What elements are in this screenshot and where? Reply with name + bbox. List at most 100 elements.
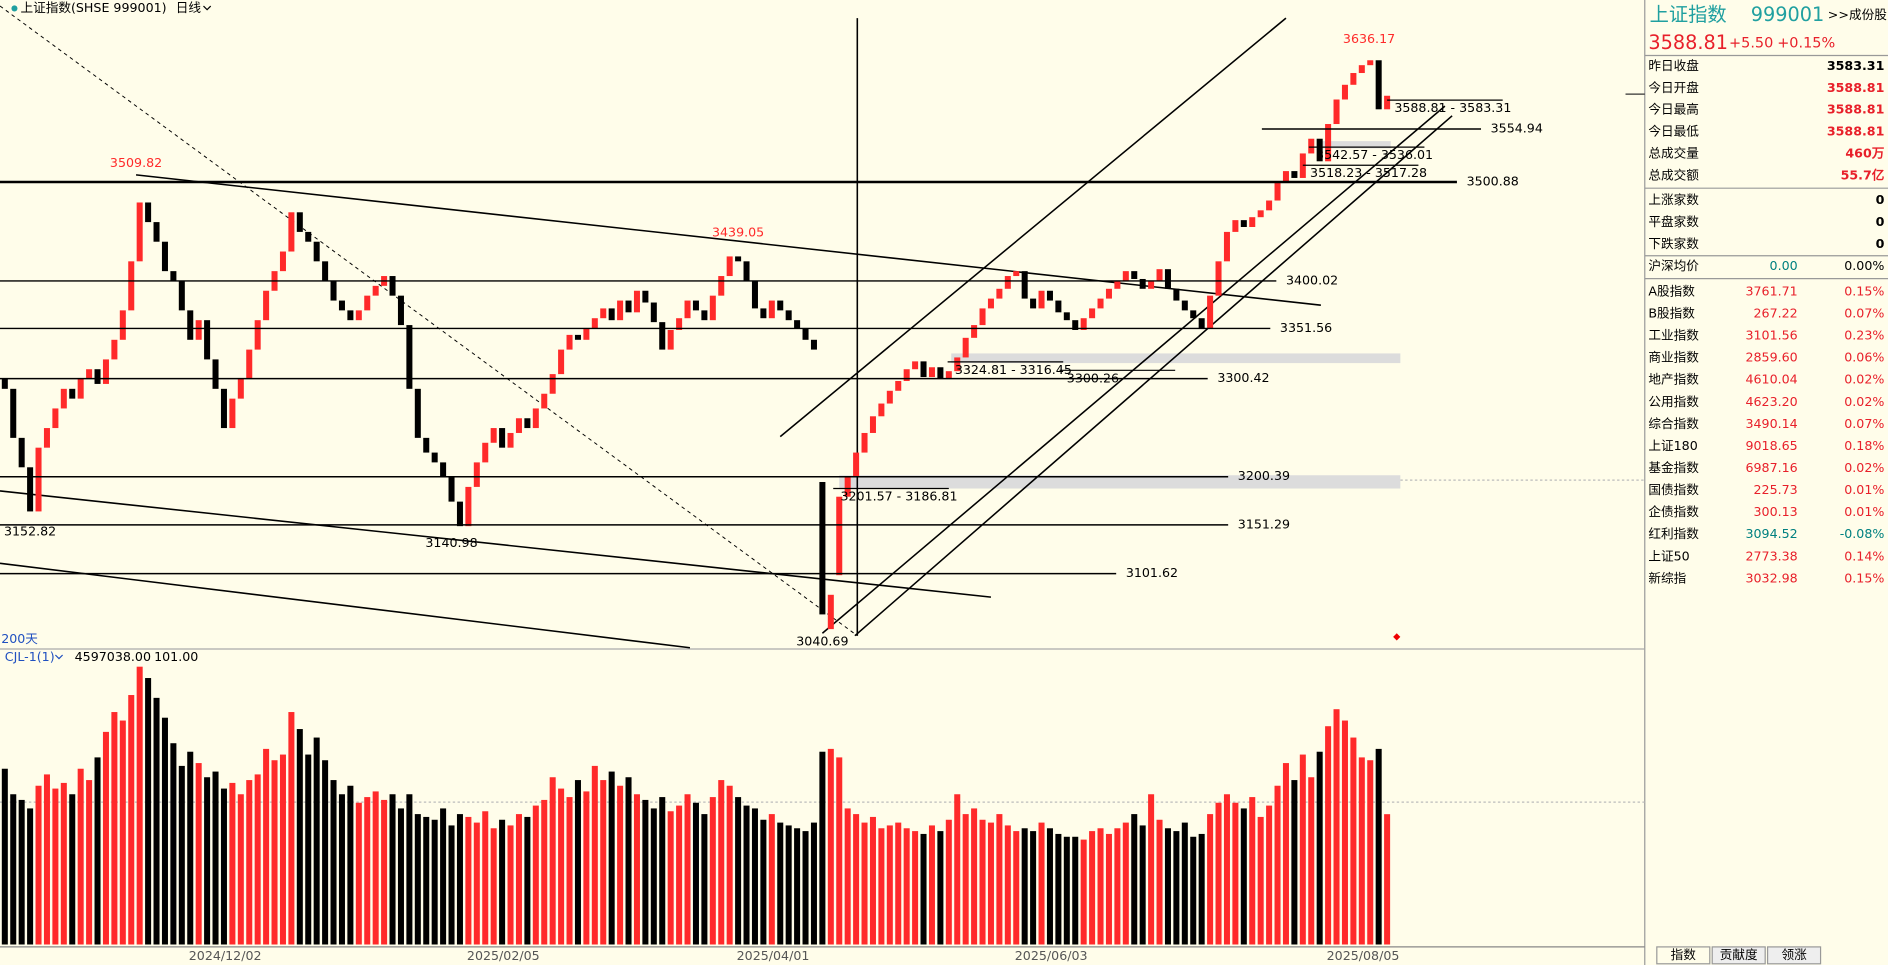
candle [499, 428, 506, 448]
index-name[interactable]: 基金指数 [1648, 460, 1699, 475]
volume-bar [1164, 828, 1171, 945]
x-tick-label: 2024/12/02 [189, 948, 262, 963]
index-name[interactable]: B股指数 [1648, 305, 1695, 320]
volume-bar [549, 777, 556, 945]
candle [625, 300, 632, 313]
index-pct: 0.07% [1844, 305, 1884, 320]
candle [718, 276, 725, 296]
candle [364, 295, 371, 311]
volume-bar [515, 814, 522, 945]
tab[interactable] [1766, 946, 1822, 965]
period-selector[interactable]: 日线 [176, 0, 202, 15]
candle [1316, 138, 1323, 162]
stat-value: 3588.81 [1827, 80, 1885, 95]
stat-label: 沪深均价 [1648, 258, 1699, 273]
candle [751, 280, 758, 309]
index-name[interactable]: 国债指数 [1648, 482, 1699, 497]
tab-label[interactable]: 指数 [1671, 947, 1697, 962]
volume-bar [810, 822, 817, 945]
candle [785, 310, 792, 321]
volume-bar [794, 828, 801, 945]
volume-bar [440, 808, 447, 945]
trend-line [779, 17, 1287, 438]
gap-band [1318, 141, 1391, 149]
stat-label: 上涨家数 [1648, 192, 1699, 207]
volume-bar [912, 831, 919, 945]
candle [920, 361, 927, 378]
indicator-name[interactable]: CJL-1(1) [5, 649, 55, 664]
volume-bar [1333, 709, 1340, 945]
tab-label[interactable]: 贡献度 [1720, 947, 1758, 962]
candle [971, 325, 978, 338]
dropdown-icon[interactable] [203, 5, 212, 11]
candle [1139, 278, 1146, 289]
volume-bar [18, 799, 25, 945]
candle [338, 300, 345, 311]
index-name[interactable]: 上证180 [1648, 438, 1697, 453]
volume-bar [263, 748, 270, 945]
volume-bar [886, 825, 893, 945]
index-value: 3490.14 [1745, 416, 1797, 431]
volume-bar [819, 751, 826, 945]
candle [187, 310, 194, 340]
index-name[interactable]: 综合指数 [1648, 416, 1699, 431]
trend-line [854, 115, 1453, 637]
volume-bar [1198, 833, 1205, 945]
index-pct: 0.02% [1844, 372, 1884, 387]
constituents-link[interactable]: >>成份股 [1828, 7, 1887, 22]
index-name[interactable]: 红利指数 [1648, 526, 1699, 541]
volume-bar [1122, 822, 1129, 945]
dropdown-icon[interactable] [54, 654, 64, 660]
index-name[interactable]: 地产指数 [1648, 372, 1699, 387]
volume-bar [1114, 828, 1121, 945]
volume-bar [827, 748, 834, 945]
index-value: 4623.20 [1745, 394, 1797, 409]
candle [1122, 271, 1129, 281]
volume-bar [229, 782, 236, 945]
index-name[interactable]: 企债指数 [1648, 504, 1699, 519]
index-name[interactable]: 工业指数 [1648, 328, 1699, 343]
candle [549, 374, 556, 394]
volume-bar [456, 814, 463, 945]
index-name[interactable]: A股指数 [1648, 283, 1695, 298]
index-pct: 0.01% [1844, 504, 1884, 519]
index-name[interactable]: 新综指 [1648, 570, 1686, 585]
volume-bar [1089, 831, 1096, 945]
index-name[interactable]: 上证50 [1648, 548, 1689, 563]
volume-bar [330, 780, 337, 945]
volume-bar [1207, 814, 1214, 945]
volume-bar [701, 814, 708, 945]
tab[interactable] [1711, 946, 1766, 965]
x-tick-label: 2025/06/03 [1015, 948, 1088, 963]
index-pct: 0.15% [1844, 570, 1884, 585]
index-value: 6987.16 [1745, 460, 1797, 475]
candle [692, 300, 699, 311]
price-label: 3509.82 [110, 155, 162, 170]
volume-bar [1, 768, 8, 945]
index-pct: 0.07% [1844, 416, 1884, 431]
tab-label[interactable]: 领涨 [1781, 947, 1807, 962]
tab[interactable] [1656, 946, 1711, 965]
index-name[interactable]: 公用指数 [1648, 394, 1699, 409]
volume-bar [836, 757, 843, 945]
volume-bar [895, 822, 902, 945]
candle [869, 416, 876, 433]
candle [1325, 124, 1332, 162]
stat-value: 460万 [1845, 146, 1884, 161]
candle [1148, 280, 1155, 289]
candle [878, 403, 885, 417]
candle [962, 337, 969, 358]
candle [1013, 271, 1020, 277]
index-name[interactable]: 商业指数 [1648, 350, 1699, 365]
stat-value: 0 [1876, 236, 1885, 251]
candle [1, 379, 8, 389]
volume-bar [1367, 760, 1374, 945]
candle [229, 398, 236, 429]
candle [667, 329, 674, 350]
volume-bar [1341, 720, 1348, 945]
level-label: 3500.88 [1467, 173, 1519, 188]
volume-bar [178, 765, 185, 945]
volume-bar [1181, 822, 1188, 945]
volume-bar [296, 729, 303, 945]
